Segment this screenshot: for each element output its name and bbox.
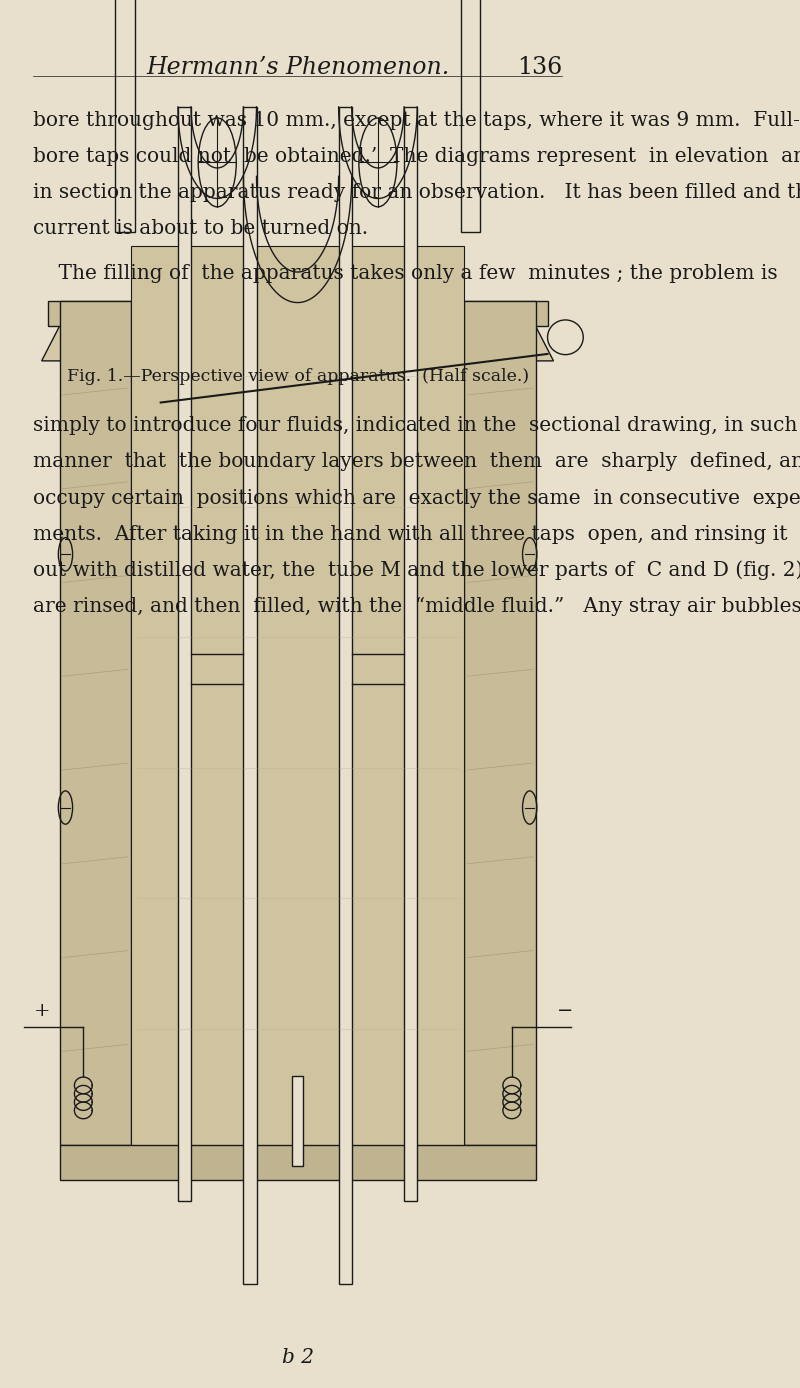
Text: bore taps could not  be obtained.’  The diagrams represent  in elevation  and: bore taps could not be obtained.’ The di…	[33, 147, 800, 167]
Text: Fig. 1.—Perspective view of apparatus.  (Half scale.): Fig. 1.—Perspective view of apparatus. (…	[66, 368, 529, 384]
Text: out with distilled water, the  tube M and the lower parts of  C and D (fig. 2),: out with distilled water, the tube M and…	[33, 561, 800, 580]
Text: +: +	[34, 1002, 50, 1020]
Bar	[338, 107, 352, 1284]
Text: are rinsed, and then  filled, with the  “middle fluid.”   Any stray air bubbles: are rinsed, and then filled, with the “m…	[33, 597, 800, 616]
Bar	[115, 0, 134, 232]
Text: ments.  After taking it in the hand with all three taps  open, and rinsing it: ments. After taking it in the hand with …	[33, 525, 787, 544]
Bar	[461, 0, 480, 232]
Text: Hermann’s Phenomenon.: Hermann’s Phenomenon.	[146, 56, 450, 79]
Text: occupy certain  positions which are  exactly the same  in consecutive  experi-: occupy certain positions which are exact…	[33, 489, 800, 508]
Bar	[131, 246, 464, 1159]
Bar	[292, 1076, 303, 1166]
Bar	[59, 1145, 536, 1180]
Text: bore throughout was 10 mm., except at the taps, where it was 9 mm.  Full-: bore throughout was 10 mm., except at th…	[33, 111, 800, 130]
Bar	[178, 107, 191, 1201]
Text: −: −	[558, 1002, 574, 1020]
Text: current is about to be turned on.: current is about to be turned on.	[33, 219, 368, 239]
Bar	[404, 107, 418, 1201]
Bar	[464, 301, 536, 1145]
Text: 136: 136	[517, 56, 562, 79]
Ellipse shape	[547, 321, 583, 354]
Bar	[243, 107, 257, 1284]
Text: in section the apparatus ready for an observation.   It has been filled and the: in section the apparatus ready for an ob…	[33, 183, 800, 203]
Text: The filling of  the apparatus takes only a few  minutes ; the problem is: The filling of the apparatus takes only …	[33, 264, 778, 283]
Polygon shape	[42, 326, 554, 361]
Text: b 2: b 2	[282, 1348, 314, 1367]
Bar	[48, 301, 547, 326]
Text: manner  that  the boundary layers between  them  are  sharply  defined, and: manner that the boundary layers between …	[33, 452, 800, 472]
Bar	[59, 301, 131, 1145]
Text: simply to introduce four fluids, indicated in the  sectional drawing, in such  a: simply to introduce four fluids, indicat…	[33, 416, 800, 436]
